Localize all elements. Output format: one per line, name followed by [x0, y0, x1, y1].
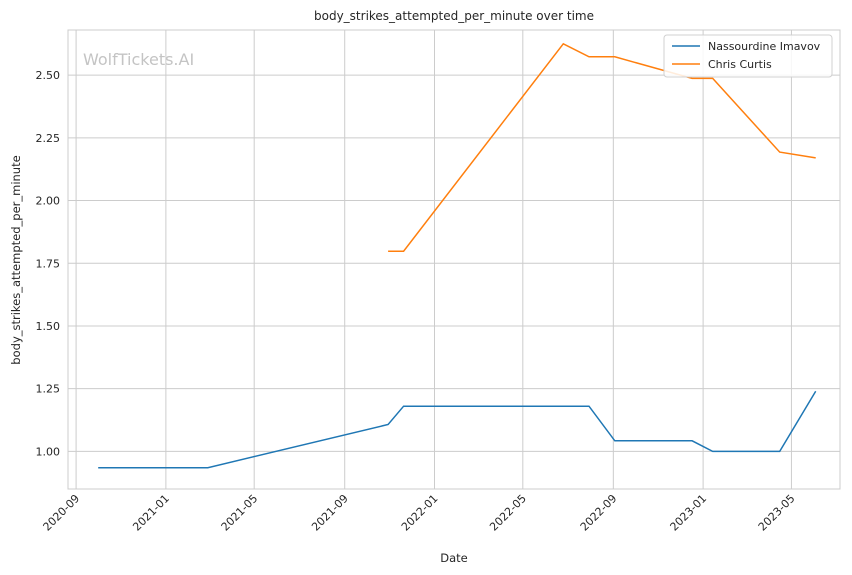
- legend-label-nassourdine-imavov: Nassourdine Imavov: [708, 40, 821, 53]
- x-tick-label: 2021-09: [309, 492, 351, 534]
- chart-title: body_strikes_attempted_per_minute over t…: [314, 9, 594, 23]
- x-tick-label: 2022-01: [399, 492, 441, 534]
- legend-box: [663, 34, 833, 78]
- y-tick-label: 1.75: [36, 257, 61, 270]
- y-axis-label: body_strikes_attempted_per_minute: [9, 155, 23, 364]
- x-axis-label: Date: [440, 551, 468, 565]
- y-tick-label: 1.25: [36, 383, 61, 396]
- series-group: [98, 42, 817, 469]
- y-tick-label: 2.00: [36, 195, 61, 208]
- series-line-chris-curtis: [388, 42, 816, 252]
- x-tick-label: 2021-05: [219, 492, 261, 534]
- plot-frame: [67, 29, 841, 490]
- x-tick-label: 2023-05: [756, 492, 798, 534]
- x-tick-label: 2022-05: [487, 492, 529, 534]
- x-tick-label: 2021-01: [130, 492, 172, 534]
- legend-label-chris-curtis: Chris Curtis: [708, 58, 772, 71]
- x-tick-label: 2020-09: [41, 492, 83, 534]
- y-tick-label: 1.00: [36, 445, 61, 458]
- y-tick-label: 2.25: [36, 132, 61, 145]
- series-line-nassourdine-imavov: [98, 390, 817, 469]
- y-tick-label: 2.50: [36, 69, 61, 82]
- x-tick-label: 2023-01: [668, 492, 710, 534]
- plot-background: [68, 30, 840, 489]
- x-tick-label: 2022-09: [578, 492, 620, 534]
- y-tick-labels: 1.00 1.25 1.50 1.75 2.00 2.25 2.50: [36, 69, 61, 458]
- legend: Nassourdine Imavov Chris Curtis: [663, 34, 833, 78]
- x-tick-labels: 2020-09 2021-01 2021-05 2021-09 2022-01 2022-…: [41, 492, 798, 534]
- watermark: WolfTickets.AI: [83, 50, 194, 69]
- y-tick-label: 1.50: [36, 320, 61, 333]
